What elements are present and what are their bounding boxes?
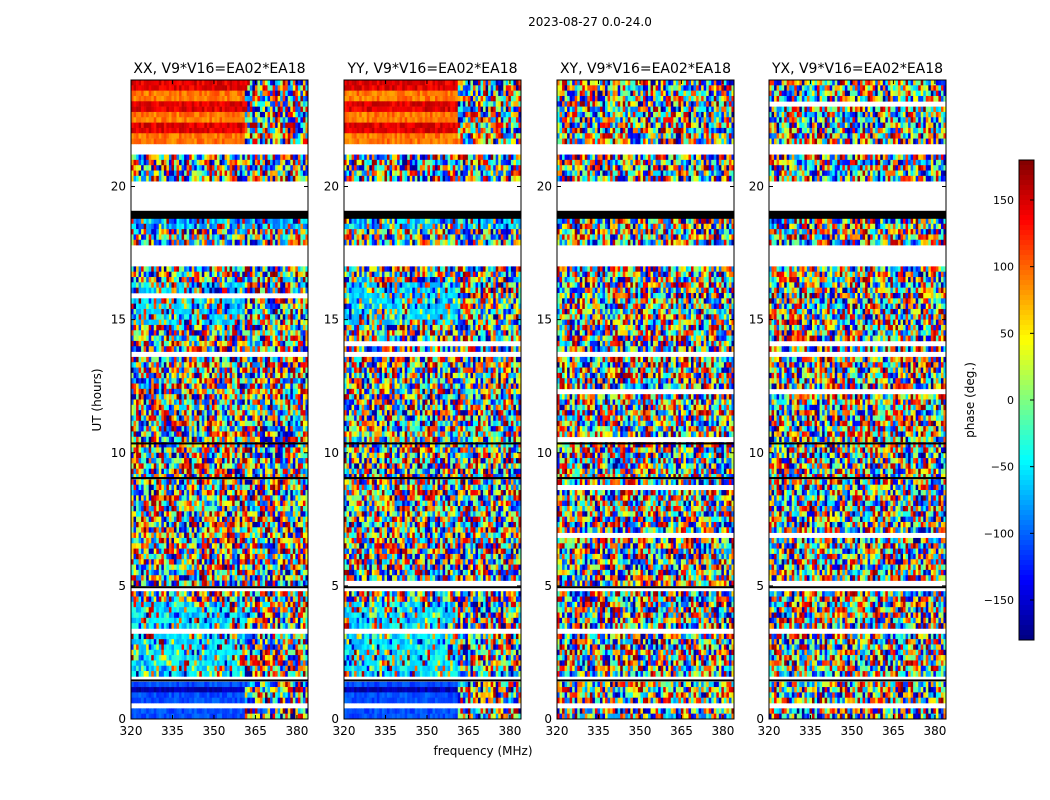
colorbar: −150 −100 −50 0 50 100 150: [984, 159, 1035, 641]
heatmap-cells: [131, 80, 309, 720]
colorbar-tick-label: −50: [991, 461, 1014, 474]
x-tick-label: 320: [120, 724, 143, 738]
colorbar-label: phase (deg.): [963, 362, 977, 438]
y-tick-label: 5: [544, 579, 552, 593]
panel-title: YX, V9*V16=EA02*EA18: [771, 61, 943, 77]
separator-lines: [131, 210, 308, 682]
x-tick-label: 350: [416, 724, 439, 738]
heatmap-cells: [344, 80, 522, 720]
heatmap-cells: [557, 80, 735, 720]
y-tick-label: 5: [331, 579, 339, 593]
x-tick-label: 365: [670, 724, 693, 738]
panel-title: XY, V9*V16=EA02*EA18: [560, 61, 731, 77]
panel-4: YX, V9*V16=EA02*EA18 320 335 350 365 380 0 5 10 1…: [749, 61, 947, 738]
x-tick-label: 380: [285, 724, 308, 738]
x-tick-label: 380: [498, 724, 521, 738]
colorbar-gradient: [1019, 160, 1034, 641]
y-tick-label: 0: [756, 712, 764, 726]
separator-lines: [769, 210, 946, 682]
x-tick-label: 350: [203, 724, 226, 738]
panels: XX, V9*V16=EA02*EA18 320 335 350 365 380 0 5 10 1…: [111, 61, 947, 738]
x-tick-label: 335: [587, 724, 610, 738]
y-tick-label: 15: [324, 313, 339, 327]
y-tick-label: 10: [537, 446, 552, 460]
x-tick-label: 350: [629, 724, 652, 738]
x-tick-label: 380: [923, 724, 946, 738]
y-tick-label: 20: [749, 180, 764, 194]
x-tick-label: 335: [799, 724, 822, 738]
x-tick-label: 365: [882, 724, 905, 738]
colorbar-tick-label: 0: [1007, 394, 1014, 407]
x-tick-label: 365: [244, 724, 267, 738]
x-tick-label: 320: [333, 724, 356, 738]
x-tick-label: 320: [758, 724, 781, 738]
separator-lines: [344, 210, 521, 682]
panel-1: XX, V9*V16=EA02*EA18 320 335 350 365 380 0 5 10 1…: [111, 61, 309, 738]
y-tick-label: 15: [537, 313, 552, 327]
panel-title: YY, V9*V16=EA02*EA18: [346, 61, 517, 77]
figure-title: 2023-08-27 0.0-24.0: [528, 15, 652, 29]
panel-3: XY, V9*V16=EA02*EA18 320 335 350 365 380 0 5 10 1…: [537, 61, 735, 738]
x-tick-label: 350: [841, 724, 864, 738]
x-tick-label: 380: [711, 724, 734, 738]
axes-frame: [130, 79, 309, 720]
y-tick-label: 15: [749, 313, 764, 327]
colorbar-tick-label: 50: [1000, 327, 1014, 340]
y-tick-label: 20: [111, 180, 126, 194]
y-tick-label: 15: [111, 313, 126, 327]
x-tick-label: 335: [374, 724, 397, 738]
panel-2: YY, V9*V16=EA02*EA18 320 335 350 365 380 0 5 10 1…: [324, 61, 522, 738]
y-tick-label: 10: [111, 446, 126, 460]
heatmap-cells: [769, 80, 947, 720]
y-tick-label: 20: [537, 180, 552, 194]
y-tick-label: 0: [544, 712, 552, 726]
y-tick-label: 5: [756, 579, 764, 593]
axes-frame: [343, 79, 522, 720]
y-tick-label: 20: [324, 180, 339, 194]
colorbar-tick-label: 150: [993, 194, 1014, 207]
y-axis-label: UT (hours): [90, 368, 104, 431]
axes-frame: [556, 79, 735, 720]
colorbar-tick-label: −150: [984, 594, 1014, 607]
colorbar-tick-label: −100: [984, 527, 1014, 540]
panel-title: XX, V9*V16=EA02*EA18: [133, 61, 305, 77]
x-tick-label: 335: [161, 724, 184, 738]
axes-frame: [768, 79, 947, 720]
separator-lines: [557, 210, 734, 682]
x-tick-label: 320: [546, 724, 569, 738]
x-axis-label: frequency (MHz): [433, 744, 532, 758]
y-tick-label: 0: [118, 712, 126, 726]
x-tick-label: 365: [457, 724, 480, 738]
y-tick-label: 10: [324, 446, 339, 460]
y-tick-label: 0: [331, 712, 339, 726]
colorbar-tick-label: 100: [993, 261, 1014, 274]
y-tick-label: 5: [118, 579, 126, 593]
y-tick-label: 10: [749, 446, 764, 460]
